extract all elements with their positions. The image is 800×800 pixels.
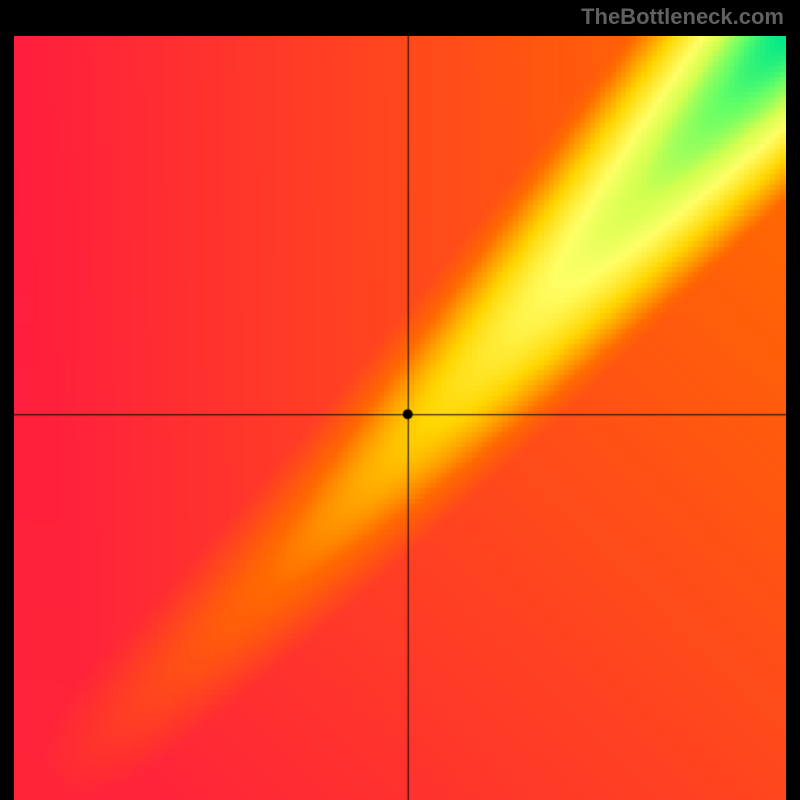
watermark-text: TheBottleneck.com: [581, 4, 784, 30]
chart-container: { "watermark_text": "TheBottleneck.com",…: [0, 0, 800, 800]
bottleneck-heatmap: [14, 36, 786, 800]
